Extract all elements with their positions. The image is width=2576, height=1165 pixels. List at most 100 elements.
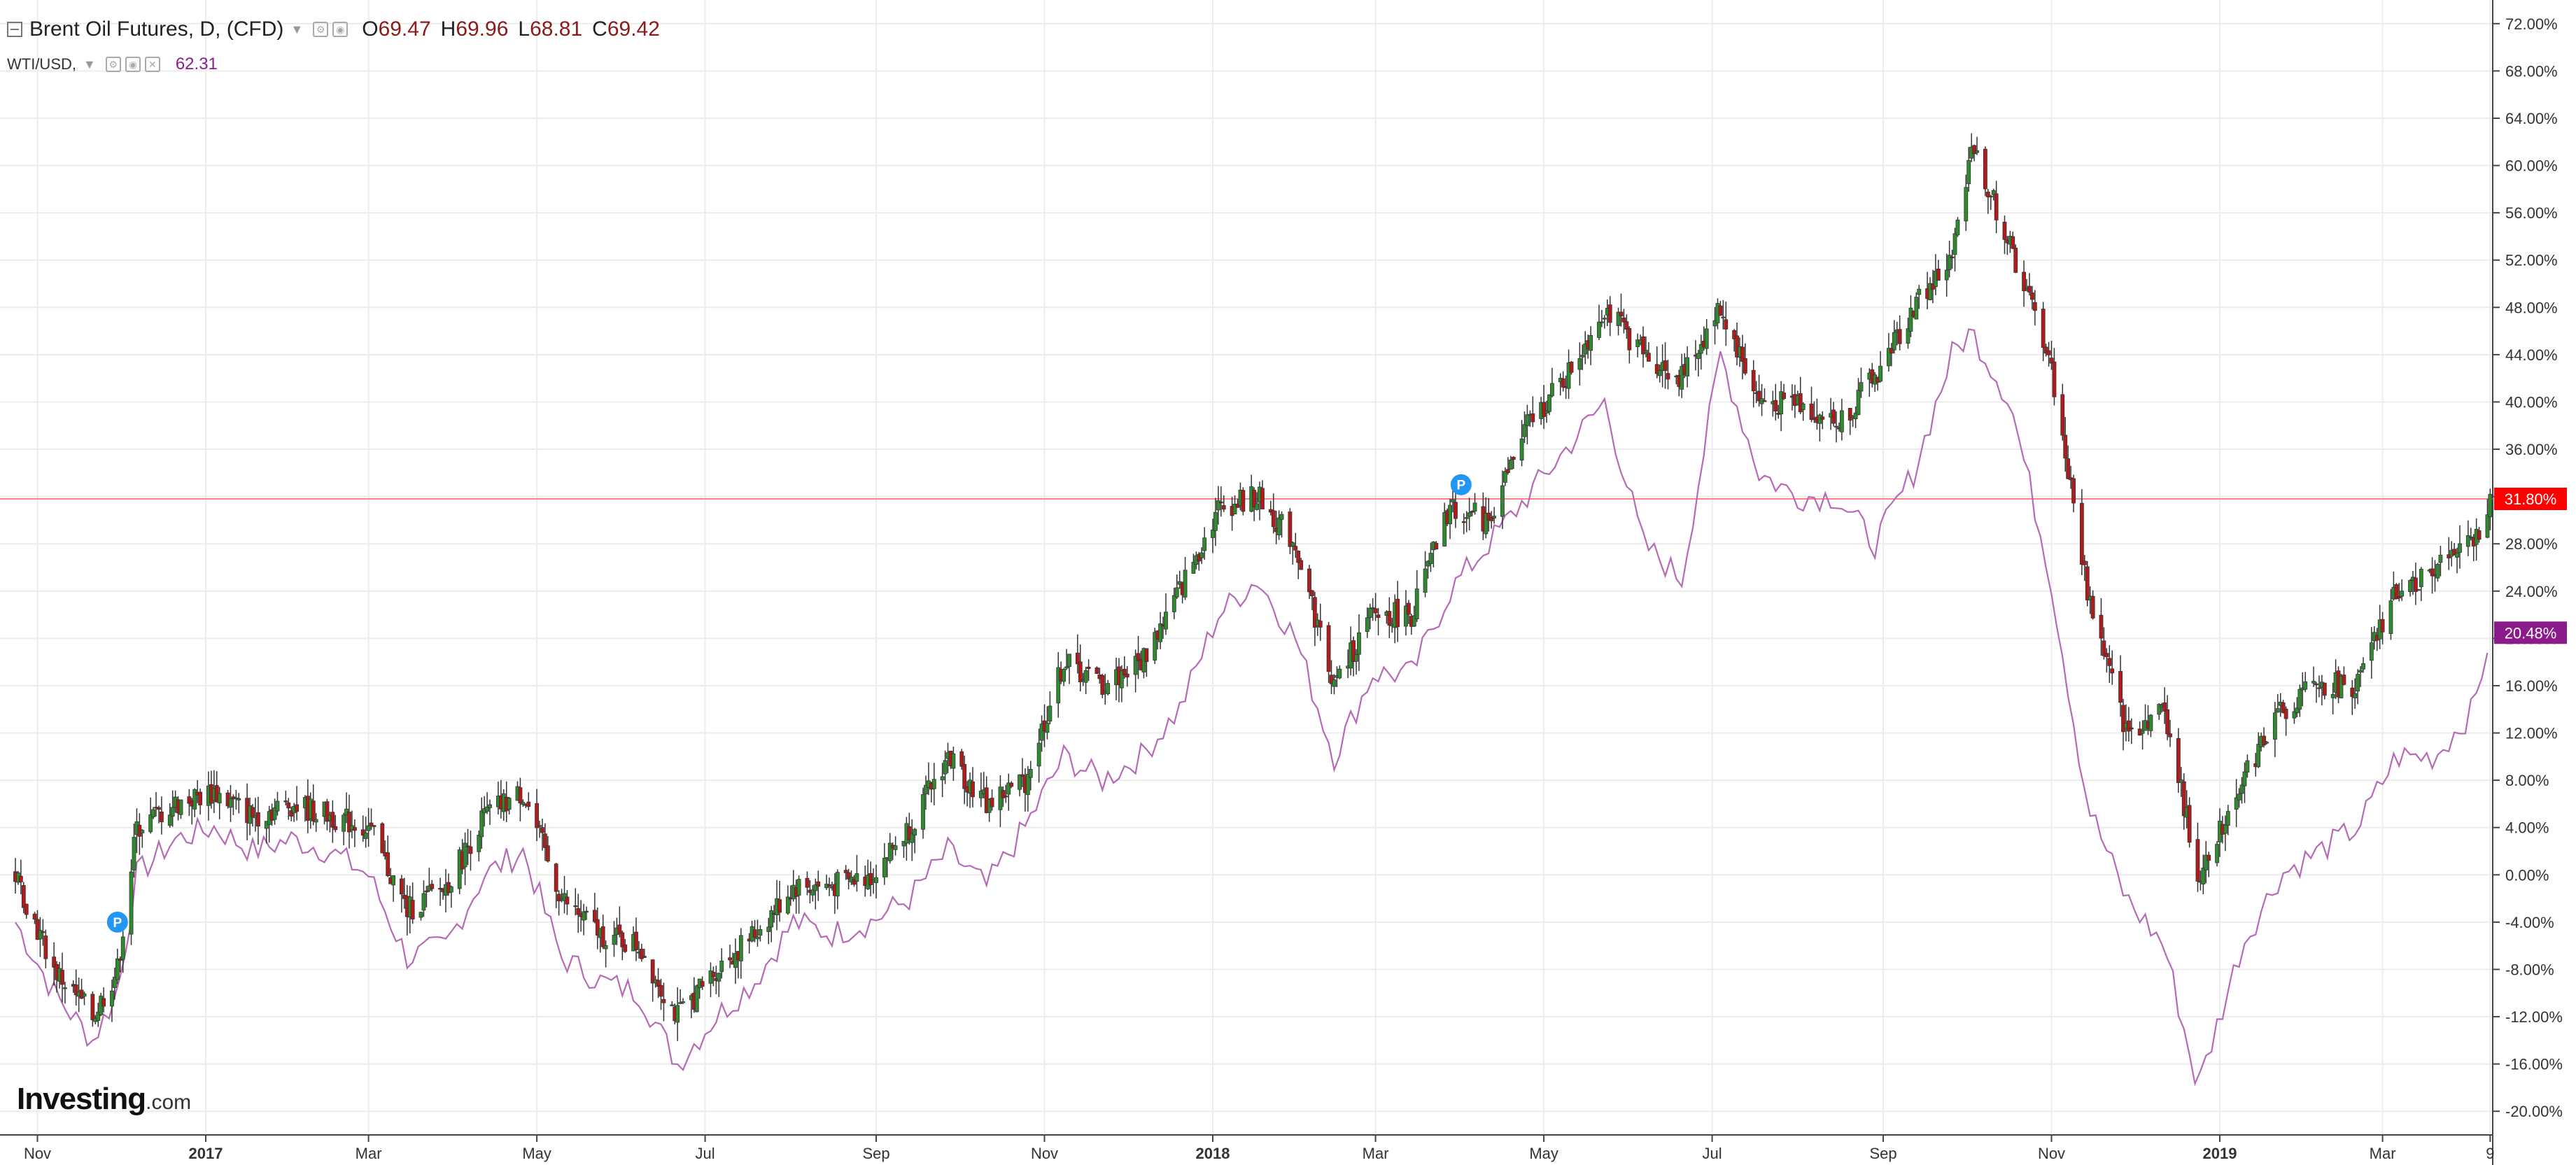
candle (584, 906, 589, 920)
event-marker-circle[interactable] (106, 911, 128, 933)
candle (2455, 547, 2459, 574)
candle (1310, 589, 1314, 611)
candle-body-down (2350, 687, 2355, 698)
candle-body-down (386, 852, 390, 877)
candle-body-down (1241, 490, 1246, 512)
event-marker[interactable]: P (1450, 474, 1472, 495)
candle-body-up (1892, 332, 1896, 351)
collapse-icon[interactable] (7, 22, 22, 37)
candle (1569, 361, 1574, 375)
candle (2397, 582, 2402, 602)
candle-body-up (2223, 824, 2227, 834)
candle (1083, 666, 1088, 695)
candle (1952, 227, 1957, 271)
candle (2380, 612, 2385, 644)
candle-body-down (438, 888, 443, 890)
event-marker-circle[interactable] (1450, 474, 1472, 495)
event-marker[interactable]: P (106, 911, 128, 933)
chevron-down-icon[interactable]: ▼ (83, 57, 96, 71)
candle-body-down (1831, 409, 1836, 424)
candle-body-up (1917, 288, 1922, 295)
candle-body-up (314, 819, 318, 823)
candle (1004, 784, 1008, 803)
candle-body-up (1216, 500, 1220, 511)
candle (2458, 525, 2462, 569)
candle (1020, 758, 1025, 787)
candle-body-down (2104, 653, 2109, 658)
candle (2435, 563, 2440, 582)
candle (333, 814, 338, 833)
candle (2223, 815, 2227, 852)
candle (2314, 682, 2318, 703)
candle (816, 870, 821, 901)
candle (360, 815, 365, 842)
candle (1125, 665, 1129, 687)
candle (1955, 217, 1960, 237)
candle-body-up (785, 896, 790, 914)
candle (2361, 657, 2365, 673)
candle (2043, 344, 2048, 357)
candle-body-down (2013, 248, 2018, 273)
candle-body-down (556, 894, 561, 902)
candle (1028, 761, 1033, 791)
visibility-icon[interactable]: ◉ (125, 57, 141, 72)
candle (2157, 703, 2162, 721)
x-tick-label: 2017 (189, 1145, 223, 1162)
candle-body-up (1522, 424, 1527, 437)
candle-body-down (650, 959, 655, 984)
close-icon[interactable]: ✕ (144, 57, 160, 72)
candle-body-up (1975, 150, 1979, 153)
candle-body-up (421, 893, 426, 911)
candle-body-down (543, 833, 547, 848)
candle-body-down (2041, 309, 2046, 348)
candle (2195, 822, 2200, 892)
candle (978, 772, 983, 807)
candle-body-down (595, 919, 600, 936)
candle-body-down (1373, 608, 1378, 614)
candle-body-up (1544, 411, 1549, 414)
candle (1276, 510, 1281, 540)
candle (137, 813, 142, 855)
candle (347, 794, 351, 849)
candle (656, 968, 661, 998)
candle (2408, 579, 2412, 597)
settings-icon[interactable]: ⚙ (105, 57, 121, 72)
candle-body-down (1718, 305, 1723, 316)
candle-body-up (1508, 459, 1513, 470)
visibility-icon[interactable]: ◉ (332, 22, 349, 37)
candle (1062, 668, 1067, 686)
candle (1724, 302, 1729, 346)
y-tick-label: 36.00% (2505, 441, 2558, 458)
candle-body-down (1218, 501, 1223, 504)
candle (132, 824, 136, 878)
candle (1448, 498, 1452, 539)
candle-body-down (620, 932, 625, 947)
candle-body-down (1288, 511, 1293, 547)
candle (1522, 411, 1527, 444)
high-value: 69.96 (456, 17, 509, 41)
candle (2234, 779, 2239, 828)
candle (1489, 511, 1494, 529)
candle (2342, 666, 2346, 686)
candle (1975, 136, 1979, 155)
candle-body-down (1647, 353, 1651, 362)
candle-body-up (2265, 742, 2269, 744)
candle (325, 798, 330, 831)
candle (1847, 408, 1852, 435)
candle (256, 796, 260, 845)
candle (1936, 260, 1941, 281)
investing-logo: Investing.com (17, 1082, 192, 1116)
chevron-down-icon[interactable]: ▼ (290, 22, 304, 36)
candle (2225, 805, 2230, 835)
candle-body-down (990, 798, 994, 807)
candle (1599, 309, 1604, 327)
candle (1704, 318, 1709, 355)
candle (1404, 590, 1408, 636)
candle-body-down (430, 884, 435, 889)
candle-body-down (634, 931, 638, 950)
candle (2265, 740, 2269, 744)
candle-body-down (52, 956, 57, 968)
y-tick-label: 60.00% (2505, 157, 2558, 175)
settings-icon[interactable]: ⚙ (313, 22, 329, 37)
